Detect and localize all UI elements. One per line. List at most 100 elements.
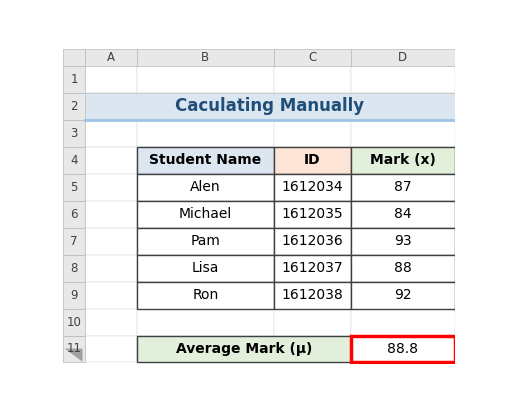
Bar	[63, 174, 85, 201]
Bar	[350, 66, 454, 93]
Bar	[137, 49, 274, 66]
Text: 1612034: 1612034	[281, 180, 343, 194]
Text: 3: 3	[70, 127, 78, 140]
Bar	[350, 201, 454, 228]
Bar	[350, 147, 454, 174]
Bar	[350, 201, 454, 228]
Bar	[137, 201, 274, 228]
Bar	[137, 282, 274, 308]
Text: Alen: Alen	[190, 180, 221, 194]
Bar	[350, 308, 454, 335]
Bar	[350, 335, 454, 362]
Bar	[274, 335, 350, 362]
Text: Student Name: Student Name	[149, 153, 262, 167]
Text: 1612036: 1612036	[281, 234, 343, 248]
Bar	[274, 174, 350, 201]
Bar	[274, 228, 350, 255]
Text: D: D	[398, 51, 407, 64]
Bar	[85, 255, 137, 282]
Text: C: C	[308, 51, 317, 64]
Bar	[274, 255, 350, 282]
Bar	[137, 93, 274, 120]
Text: 6: 6	[70, 208, 78, 221]
Text: 5: 5	[70, 181, 78, 194]
Text: ID: ID	[304, 153, 321, 167]
Bar	[274, 147, 350, 174]
Bar	[274, 120, 350, 147]
Text: 87: 87	[394, 180, 412, 194]
Text: 2: 2	[70, 100, 78, 113]
Text: 84: 84	[394, 207, 412, 221]
Text: Caculating Manually: Caculating Manually	[175, 97, 364, 115]
Text: 7: 7	[70, 235, 78, 248]
Bar	[350, 120, 454, 147]
Text: 88.8: 88.8	[387, 342, 418, 356]
Bar	[63, 147, 85, 174]
Bar	[85, 335, 137, 362]
Bar	[137, 174, 274, 201]
Bar	[350, 174, 454, 201]
Bar	[85, 282, 137, 308]
Text: 10: 10	[67, 316, 81, 328]
Bar	[137, 255, 274, 282]
Text: 92: 92	[394, 288, 412, 302]
Bar	[85, 49, 137, 66]
Bar	[63, 66, 85, 93]
Bar	[85, 174, 137, 201]
Bar	[63, 255, 85, 282]
Bar	[274, 201, 350, 228]
Bar	[350, 255, 454, 282]
Bar	[63, 335, 85, 362]
Bar	[137, 228, 274, 255]
Bar	[85, 66, 137, 93]
Bar	[63, 228, 85, 255]
Text: 1612037: 1612037	[281, 261, 343, 275]
Bar	[350, 174, 454, 201]
Bar	[137, 255, 274, 282]
Bar	[350, 93, 454, 120]
Bar	[274, 228, 350, 255]
Bar	[137, 335, 274, 362]
Bar	[63, 93, 85, 120]
Bar	[137, 228, 274, 255]
Polygon shape	[65, 348, 82, 362]
Bar	[350, 228, 454, 255]
Bar	[350, 282, 454, 308]
Bar	[350, 255, 454, 282]
Bar	[350, 49, 454, 66]
Bar	[63, 49, 85, 66]
Bar	[137, 147, 274, 174]
Bar	[85, 308, 137, 335]
Bar	[274, 174, 350, 201]
Bar	[137, 174, 274, 201]
Bar	[274, 147, 350, 174]
Text: 88: 88	[394, 261, 412, 275]
Bar	[137, 120, 274, 147]
Bar	[63, 201, 85, 228]
Bar	[274, 49, 350, 66]
Text: Michael: Michael	[179, 207, 232, 221]
Bar	[85, 228, 137, 255]
Bar	[85, 93, 454, 120]
Bar	[274, 308, 350, 335]
Text: 1612038: 1612038	[281, 288, 343, 302]
Bar	[274, 93, 350, 120]
Bar	[350, 335, 454, 362]
Bar	[137, 282, 274, 308]
Bar	[137, 201, 274, 228]
Text: Mark (x): Mark (x)	[370, 153, 435, 167]
Bar	[274, 201, 350, 228]
Bar	[137, 66, 274, 93]
Bar	[85, 120, 137, 147]
Bar	[350, 282, 454, 308]
Bar	[63, 308, 85, 335]
Text: Ron: Ron	[192, 288, 219, 302]
Bar	[274, 282, 350, 308]
Text: 1: 1	[70, 73, 78, 86]
Bar	[85, 201, 137, 228]
Bar	[63, 120, 85, 147]
Bar	[274, 66, 350, 93]
Bar	[63, 282, 85, 308]
Text: Average Mark (μ): Average Mark (μ)	[176, 342, 312, 356]
Bar	[350, 147, 454, 174]
